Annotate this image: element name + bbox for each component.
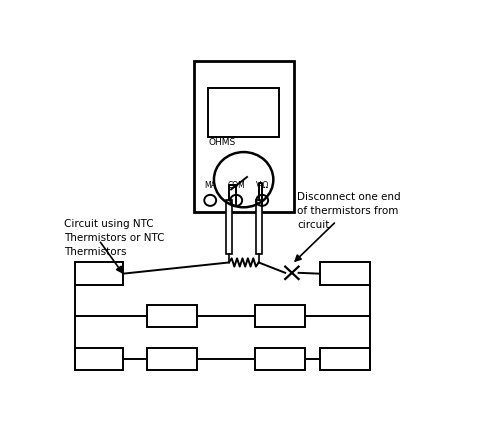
- Text: V-Ω: V-Ω: [255, 181, 269, 190]
- Bar: [255, 305, 305, 327]
- Text: Circuit using NTC
Thermistors or NTC
Thermistors: Circuit using NTC Thermistors or NTC The…: [64, 220, 164, 257]
- Text: OHMS: OHMS: [208, 138, 236, 147]
- Bar: [75, 348, 123, 370]
- Bar: [208, 88, 279, 137]
- Bar: [320, 348, 370, 370]
- Text: COM: COM: [228, 181, 245, 190]
- Text: MA: MA: [204, 181, 216, 190]
- Bar: [320, 263, 370, 285]
- Bar: [226, 200, 232, 254]
- Bar: [255, 200, 262, 254]
- Bar: [255, 348, 305, 370]
- Bar: [75, 263, 123, 285]
- Bar: [194, 60, 294, 212]
- Bar: [147, 348, 197, 370]
- Text: Disconnect one end
of thermistors from
circuit: Disconnect one end of thermistors from c…: [297, 192, 401, 230]
- Bar: [147, 305, 197, 327]
